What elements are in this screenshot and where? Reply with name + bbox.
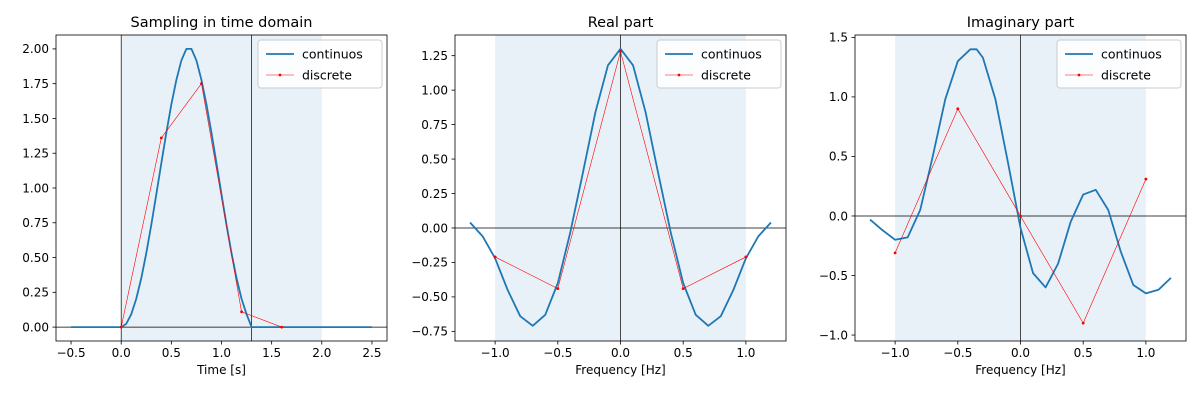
legend: continuos discrete — [1056, 39, 1182, 89]
legend-label: discrete — [302, 68, 352, 83]
legend-label: continuos — [1101, 47, 1162, 62]
continuos-line — [869, 48, 1172, 295]
y-tick-label: 0.50 — [421, 152, 448, 166]
discrete-point — [280, 325, 284, 329]
discrete-point — [1019, 214, 1022, 218]
x-tick-label: 0.0 — [112, 346, 131, 360]
continuos-line — [71, 48, 372, 328]
x-tick-label: 2.5 — [362, 346, 381, 360]
legend-box — [257, 39, 383, 89]
x-tick-label: −1.0 — [881, 346, 910, 360]
discrete-point — [119, 325, 123, 329]
x-axis-label: Time [s] — [196, 363, 246, 377]
y-tick-label: −1.0 — [819, 328, 848, 342]
y-tick-label: 1.0 — [829, 90, 848, 104]
y-tick-label: 2.00 — [22, 42, 49, 56]
y-tick-label: 0.00 — [421, 221, 448, 235]
discrete-point — [556, 287, 560, 291]
x-axis-label: Frequency [Hz] — [975, 363, 1066, 377]
x-tick-label: −0.5 — [56, 346, 85, 360]
legend-label: discrete — [701, 68, 751, 83]
x-tick-label: 1.5 — [262, 346, 281, 360]
discrete-point — [159, 136, 163, 140]
legend: continuos discrete — [656, 39, 782, 89]
legend: continuos discrete — [257, 39, 383, 89]
y-tick-label: 1.00 — [421, 83, 448, 97]
y-tick-label: −0.50 — [411, 290, 448, 304]
legend-box — [1056, 39, 1182, 89]
y-tick-label: 0.00 — [22, 320, 49, 334]
x-tick-label: 1.0 — [1136, 346, 1155, 360]
discrete-point — [744, 255, 748, 259]
axes-imag: −1.0 −0.5 0.0 0.5 1.0 −1.0 −0.5 0.0 0.5 1.0 1.5 Ima… — [819, 15, 1187, 377]
y-tick-label: −0.25 — [411, 256, 448, 270]
x-tick-label: −1.0 — [481, 346, 510, 360]
x-tick-label: 0.5 — [162, 346, 181, 360]
legend-marker — [278, 73, 282, 77]
discrete-point — [619, 50, 622, 53]
x-tick-label: 0.5 — [674, 346, 693, 360]
y-tick-label: 0.5 — [829, 150, 848, 164]
y-tick-label: 0.75 — [22, 216, 49, 230]
axes-real: −1.0 −0.5 0.0 0.5 1.0 −0.75 −0.50 −0.25 0.00 0.25… — [411, 15, 787, 377]
y-tick-label: 1.25 — [421, 49, 448, 63]
y-tick-label: 0.25 — [22, 286, 49, 300]
x-tick-label: 0.0 — [1011, 346, 1030, 360]
discrete-point — [681, 287, 685, 291]
discrete-point — [1144, 177, 1148, 181]
y-tick-label: 1.00 — [22, 181, 49, 195]
x-tick-label: −0.5 — [943, 346, 972, 360]
x-tick-label: 1.0 — [212, 346, 231, 360]
y-tick-label: −0.5 — [819, 269, 848, 283]
legend-box — [656, 39, 782, 89]
x-tick-label: −0.5 — [543, 346, 572, 360]
chart-title: Imaginary part — [967, 15, 1075, 31]
legend-marker — [1077, 73, 1081, 77]
discrete-point — [893, 251, 897, 255]
y-tick-label: 0.0 — [829, 209, 848, 223]
x-tick-label: 2.0 — [312, 346, 331, 360]
y-tick-label: 0.75 — [421, 118, 448, 132]
y-tick-label: 1.75 — [22, 77, 49, 91]
continuos-line — [469, 47, 772, 327]
x-axis-label: Frequency [Hz] — [575, 363, 666, 377]
axes-time: −0.5 0.0 0.5 1.0 1.5 2.0 2.5 0.00 0.25 0.50 0.75 1.… — [22, 15, 388, 377]
discrete-point — [493, 255, 497, 259]
chart-title: Sampling in time domain — [131, 15, 313, 31]
y-tick-label: −0.75 — [411, 325, 448, 339]
x-tick-label: 1.0 — [736, 346, 755, 360]
x-tick-label: 0.0 — [611, 346, 630, 360]
y-tick-label: 1.5 — [829, 31, 848, 45]
y-tick-label: 0.25 — [421, 187, 448, 201]
discrete-point — [1081, 321, 1085, 325]
legend-label: continuos — [302, 47, 363, 62]
discrete-point — [240, 310, 243, 314]
legend-label: discrete — [1101, 68, 1151, 83]
chart-title: Real part — [588, 15, 654, 31]
y-tick-label: 1.50 — [22, 112, 49, 126]
y-tick-label: 1.25 — [22, 147, 49, 161]
x-tick-label: 0.5 — [1074, 346, 1093, 360]
discrete-point — [200, 82, 203, 86]
legend-label: continuos — [701, 47, 762, 62]
y-tick-label: 0.50 — [22, 251, 49, 265]
discrete-point — [956, 107, 960, 111]
legend-marker — [677, 73, 681, 77]
